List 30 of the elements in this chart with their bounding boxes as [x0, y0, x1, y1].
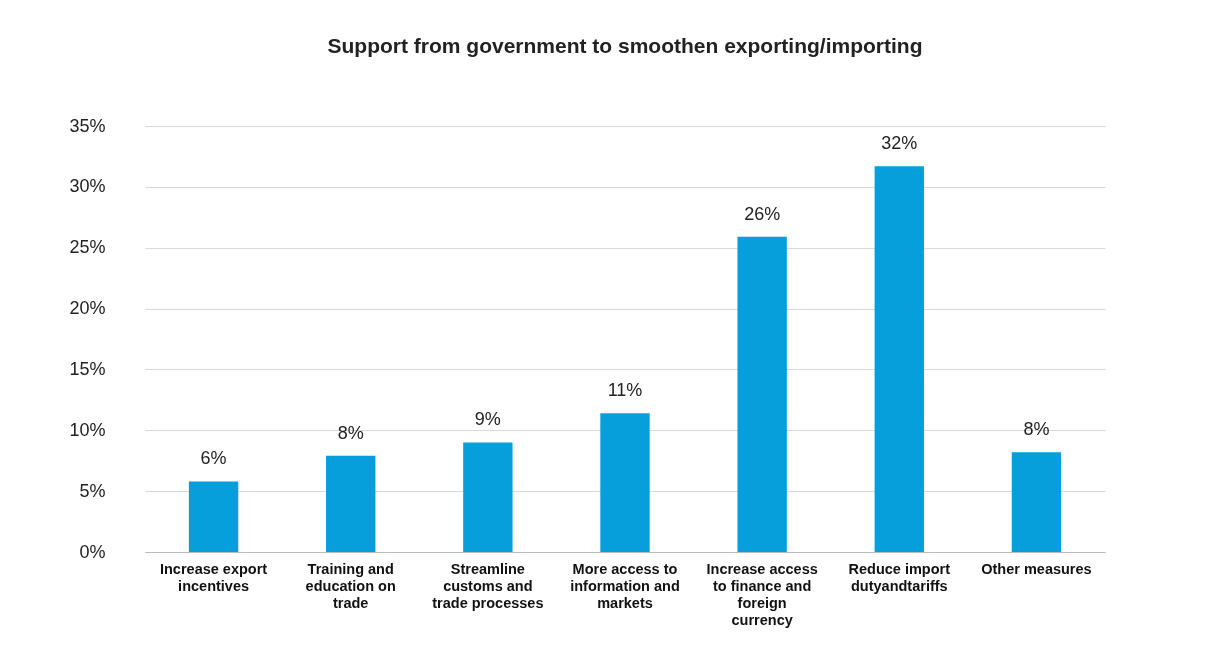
x-tick-label: Training and education on trade — [305, 560, 396, 611]
x-tick-label: Streamline customs and trade processes — [432, 560, 544, 611]
y-tick-label: 30% — [69, 176, 106, 197]
data-label: 8% — [1023, 419, 1050, 440]
data-label: 9% — [474, 409, 501, 430]
bar — [188, 481, 239, 552]
y-tick-label: 35% — [69, 115, 106, 136]
y-tick-label: 25% — [69, 237, 106, 258]
chart-title: Support from government to smoothen exporting/importing — [327, 34, 923, 57]
bar — [1011, 452, 1062, 552]
bar — [737, 236, 787, 552]
y-tick-label: 20% — [69, 298, 106, 319]
x-tick-label: Increase access to finance and foreign currency — [706, 560, 818, 628]
bar — [463, 442, 513, 552]
bar — [600, 413, 650, 552]
data-label: 11% — [607, 380, 643, 401]
data-label: 6% — [200, 448, 227, 469]
x-tick-label: More access to information and markets — [570, 560, 680, 611]
y-tick-label: 15% — [69, 358, 106, 379]
x-tick-label: Other measures — [981, 560, 1092, 577]
x-tick-label: Increase export incentives — [159, 560, 268, 594]
x-tick-label: Reduce import dutyandtariffs — [848, 560, 951, 594]
y-tick-label: 10% — [69, 419, 106, 440]
data-label: 32% — [881, 133, 918, 154]
y-tick-label: 0% — [79, 541, 106, 562]
bar — [326, 455, 376, 552]
data-label: 26% — [744, 203, 781, 224]
y-tick-label: 5% — [79, 480, 106, 501]
bar — [874, 166, 924, 552]
data-label: 8% — [337, 422, 364, 443]
